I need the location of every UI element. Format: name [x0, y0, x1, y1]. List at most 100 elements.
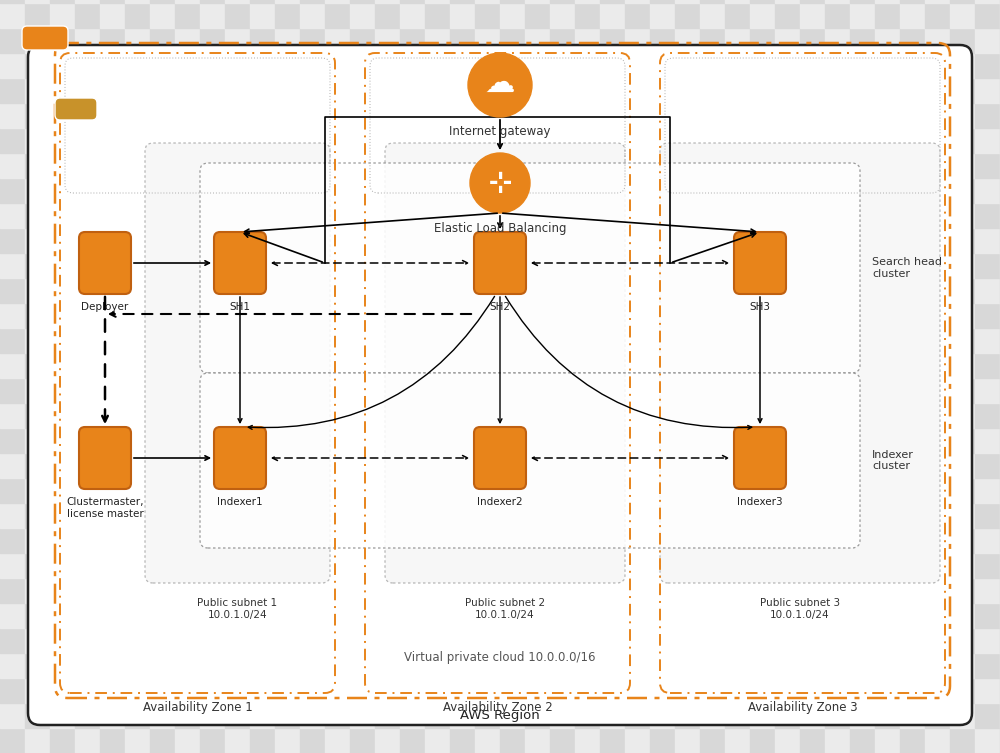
Bar: [25, 653, 50, 678]
Text: SH2: SH2: [490, 302, 511, 312]
Bar: [350, 78, 375, 103]
Bar: [125, 553, 150, 578]
Bar: [25, 603, 50, 628]
Bar: [125, 678, 150, 703]
Bar: [875, 478, 900, 503]
Bar: [900, 578, 925, 603]
Bar: [800, 28, 825, 53]
Bar: [650, 78, 675, 103]
Bar: [325, 0, 350, 3]
Bar: [800, 0, 825, 3]
Bar: [850, 128, 875, 153]
Bar: [550, 403, 575, 428]
Bar: [500, 703, 525, 728]
Bar: [175, 728, 200, 753]
Bar: [425, 78, 450, 103]
Bar: [525, 178, 550, 203]
Bar: [600, 278, 625, 303]
Bar: [200, 503, 225, 528]
Bar: [875, 303, 900, 328]
Bar: [450, 553, 475, 578]
Bar: [750, 28, 775, 53]
Bar: [250, 578, 275, 603]
Bar: [100, 203, 125, 228]
Bar: [225, 653, 250, 678]
Circle shape: [468, 53, 532, 117]
Bar: [125, 0, 150, 3]
Bar: [325, 303, 350, 328]
Bar: [500, 603, 525, 628]
Bar: [625, 153, 650, 178]
Bar: [125, 403, 150, 428]
Bar: [800, 628, 825, 653]
Bar: [475, 403, 500, 428]
Bar: [250, 178, 275, 203]
Bar: [100, 153, 125, 178]
Bar: [150, 128, 175, 153]
Bar: [975, 203, 1000, 228]
Bar: [550, 628, 575, 653]
Bar: [275, 603, 300, 628]
Bar: [225, 728, 250, 753]
Bar: [325, 253, 350, 278]
Bar: [150, 28, 175, 53]
Bar: [425, 428, 450, 453]
Bar: [675, 603, 700, 628]
Bar: [350, 553, 375, 578]
Bar: [475, 278, 500, 303]
Bar: [725, 28, 750, 53]
Bar: [50, 328, 75, 353]
Bar: [850, 728, 875, 753]
Bar: [325, 53, 350, 78]
Bar: [250, 553, 275, 578]
Bar: [950, 203, 975, 228]
Bar: [875, 28, 900, 53]
Bar: [425, 453, 450, 478]
Bar: [425, 678, 450, 703]
Bar: [850, 653, 875, 678]
Bar: [300, 153, 325, 178]
Bar: [400, 428, 425, 453]
Bar: [775, 653, 800, 678]
Bar: [425, 603, 450, 628]
Bar: [275, 178, 300, 203]
Bar: [725, 0, 750, 3]
Bar: [975, 528, 1000, 553]
Bar: [725, 53, 750, 78]
Bar: [925, 103, 950, 128]
Bar: [625, 253, 650, 278]
Bar: [675, 728, 700, 753]
Bar: [250, 478, 275, 503]
Bar: [150, 678, 175, 703]
Bar: [975, 453, 1000, 478]
Bar: [875, 178, 900, 203]
Bar: [200, 203, 225, 228]
Bar: [25, 678, 50, 703]
Bar: [50, 653, 75, 678]
Bar: [225, 503, 250, 528]
Bar: [650, 678, 675, 703]
Bar: [825, 78, 850, 103]
Bar: [125, 128, 150, 153]
Bar: [450, 503, 475, 528]
Bar: [300, 128, 325, 153]
Bar: [0, 253, 25, 278]
Bar: [650, 578, 675, 603]
Bar: [475, 53, 500, 78]
Bar: [825, 553, 850, 578]
Bar: [250, 328, 275, 353]
Bar: [200, 253, 225, 278]
Bar: [925, 728, 950, 753]
Bar: [175, 553, 200, 578]
Bar: [950, 78, 975, 103]
Bar: [625, 278, 650, 303]
Bar: [525, 453, 550, 478]
Bar: [700, 0, 725, 3]
Bar: [350, 278, 375, 303]
Bar: [450, 403, 475, 428]
Bar: [75, 0, 100, 3]
Bar: [50, 178, 75, 203]
Bar: [625, 678, 650, 703]
Bar: [50, 578, 75, 603]
Bar: [525, 128, 550, 153]
